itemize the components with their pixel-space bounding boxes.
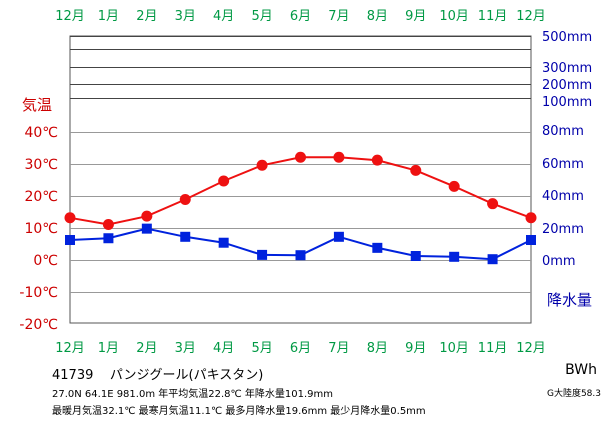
precipitation-point	[65, 235, 75, 245]
month-label-bottom: 7月	[328, 341, 349, 356]
month-label-bottom: 3月	[175, 341, 196, 356]
temperature-tick-label: 10℃	[24, 221, 58, 237]
temperature-point	[371, 154, 383, 166]
month-label-top: 11月	[478, 9, 508, 24]
month-label-bottom: 5月	[251, 341, 272, 356]
temperature-point	[256, 159, 268, 171]
month-label-bottom: 1月	[98, 341, 119, 356]
precipitation-point	[295, 250, 306, 261]
month-label-top: 12月	[516, 9, 546, 24]
temperature-tick-label: -20℃	[19, 317, 58, 333]
temperature-point	[525, 212, 537, 224]
month-label-top: 9月	[405, 9, 426, 24]
month-label-bottom: 2月	[136, 341, 157, 356]
month-label-bottom: 8月	[367, 341, 388, 356]
stats-line-2: 最暖月気温32.1℃ 最寒月気温11.1℃ 最多月降水量19.6mm 最少月降水…	[52, 406, 426, 417]
temperature-tick-label: 30℃	[24, 157, 58, 173]
precipitation-tick-label: 200mm	[542, 78, 592, 93]
temperature-point	[333, 151, 345, 163]
month-label-top: 3月	[175, 9, 196, 24]
precipitation-point	[526, 235, 536, 245]
temperature-axis-ticks: 40℃ 30℃ 20℃ 10℃ 0℃ -10℃ -20℃	[19, 125, 58, 333]
temperature-line	[69, 156, 532, 226]
month-label-bottom: 6月	[290, 341, 311, 356]
temperature-axis-title: 気温	[22, 96, 52, 114]
grid	[69, 35, 532, 324]
precipitation-tick-label: 0mm	[542, 254, 576, 269]
precipitation-point	[410, 251, 421, 261]
precipitation-tick-label: 40mm	[542, 189, 584, 204]
month-label-top: 1月	[98, 9, 119, 24]
station-info: 41739 パンジグール(パキスタン)	[52, 364, 263, 383]
series	[64, 151, 537, 265]
month-label-top: 7月	[328, 9, 349, 24]
precipitation-point	[372, 242, 383, 253]
temperature-point	[295, 151, 306, 163]
temperature-point	[487, 198, 499, 210]
precipitation-tick-label: 20mm	[542, 222, 584, 237]
month-label-top: 8月	[367, 9, 388, 24]
continentality-index: G大陸度58.3	[546, 389, 601, 399]
precipitation-point	[141, 223, 152, 234]
precipitation-point	[487, 254, 498, 265]
temperature-point	[179, 194, 191, 206]
station-id: 41739	[52, 368, 94, 383]
temperature-point	[64, 212, 76, 224]
month-label-bottom: 11月	[478, 341, 508, 356]
month-label-top: 5月	[251, 9, 272, 24]
temperature-point	[410, 164, 422, 176]
month-label-bottom: 12月	[55, 341, 85, 356]
precipitation-tick-label: 500mm	[542, 30, 592, 45]
month-label-bottom: 9月	[405, 341, 426, 356]
precipitation-point	[257, 249, 268, 260]
temperature-tick-label: 20℃	[24, 189, 58, 205]
month-label-top: 2月	[136, 9, 157, 24]
precipitation-point	[333, 231, 344, 242]
month-label-bottom: 4月	[213, 341, 234, 356]
temperature-tick-label: -10℃	[19, 285, 58, 301]
temperature-tick-label: 0℃	[33, 253, 58, 269]
precipitation-tick-label: 100mm	[542, 95, 592, 110]
month-label-bottom: 10月	[439, 341, 469, 356]
precipitation-tick-label: 80mm	[542, 124, 584, 139]
station-name: パンジグール(パキスタン)	[109, 368, 264, 383]
month-label-top: 6月	[290, 9, 311, 24]
temperature-tick-label: 40℃	[24, 125, 58, 141]
bottom-month-labels: 12月 1月 2月 3月 4月 5月 6月 7月 8月 9月 10月 11月 12月	[55, 341, 546, 356]
precipitation-point	[218, 237, 229, 248]
precipitation-axis-title: 降水量	[547, 291, 592, 309]
temperature-point	[218, 175, 230, 187]
precipitation-point	[180, 231, 191, 242]
climate-classification: BWh	[565, 362, 597, 378]
plot-frame	[69, 35, 532, 324]
temperature-point	[102, 218, 114, 230]
precipitation-point	[103, 233, 114, 244]
month-label-bottom: 12月	[516, 341, 546, 356]
month-label-top: 4月	[213, 9, 234, 24]
stats-line-1: 27.0N 64.1E 981.0m 年平均気温22.8℃ 年降水量101.9m…	[52, 389, 334, 400]
precipitation-tick-label: 60mm	[542, 157, 584, 172]
precipitation-point	[449, 251, 460, 262]
precipitation-tick-label: 300mm	[542, 61, 592, 76]
precipitation-axis-ticks: 500mm 300mm 200mm 100mm 80mm 60mm 40mm 20mm 0mm	[542, 30, 592, 269]
month-label-top: 10月	[439, 9, 469, 24]
temperature-point	[448, 180, 460, 192]
top-month-labels: 12月 1月 2月 3月 4月 5月 6月 7月 8月 9月 10月 11月 12月	[55, 9, 546, 24]
temperature-point	[141, 210, 153, 222]
month-label-top: 12月	[55, 9, 85, 24]
